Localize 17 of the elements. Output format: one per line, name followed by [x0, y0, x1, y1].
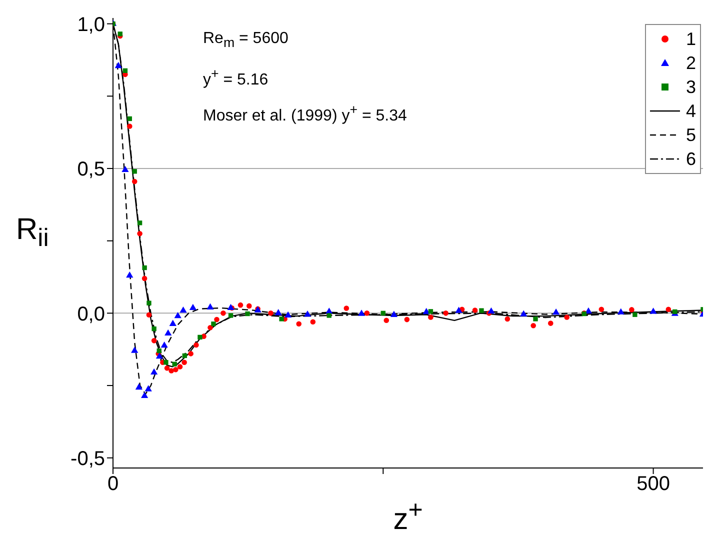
legend-label: 6 [686, 148, 696, 170]
annotation: Moser et al. (1999) y$^{+}$ = 5.34 [203, 102, 407, 126]
y-tick-label: 1,0 [77, 14, 105, 36]
legend-label: 5 [686, 124, 696, 146]
y-tick-label: 0,0 [77, 303, 105, 326]
legend-label: 4 [686, 100, 696, 122]
legend-label: 2 [686, 52, 696, 74]
y-tick-label: 0,5 [77, 158, 105, 181]
x-tick-label: 0 [107, 473, 119, 496]
x-axis-title: z$^{+}$ [392, 496, 424, 537]
legend-label: 3 [686, 76, 696, 98]
legend-label: 1 [686, 28, 696, 50]
annotation: y$^{+}$ = 5.16 [203, 66, 268, 90]
y-tick-label: -0,5 [70, 448, 105, 470]
x-tick-label: 500 [636, 473, 670, 496]
y-axis-title: R$_{ii}$ [16, 213, 49, 253]
annotation: Re$_{m}$ = 5600 [203, 30, 288, 50]
